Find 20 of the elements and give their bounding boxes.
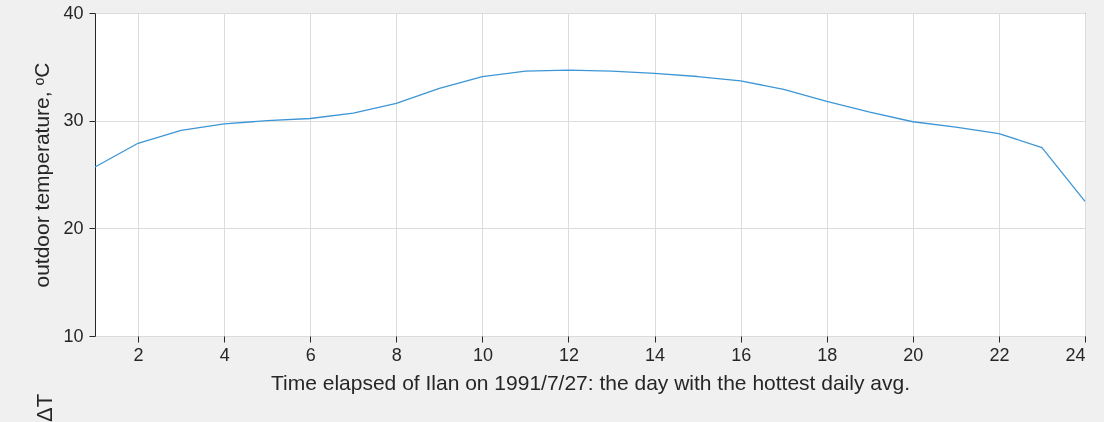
x-tick-label: 18 bbox=[817, 344, 838, 365]
y-tick-label: 20 bbox=[63, 217, 84, 238]
x-tick-label: 4 bbox=[219, 344, 230, 365]
x-tick-label: 8 bbox=[391, 344, 402, 365]
x-axis-title: Time elapsed of Ilan on 1991/7/27: the day with the hottest daily avg. bbox=[271, 370, 910, 394]
x-tick-label: 12 bbox=[558, 344, 579, 365]
y-tick-label: 40 bbox=[63, 2, 84, 23]
x-tick-label: 6 bbox=[305, 344, 316, 365]
y-tick-label: 30 bbox=[63, 110, 84, 131]
text: ΔT bbox=[32, 393, 58, 422]
x-tick-label: 24 bbox=[1065, 344, 1086, 365]
x-tick-label: 20 bbox=[903, 344, 924, 365]
x-tick-label: 2 bbox=[133, 344, 144, 365]
x-tick-label: 16 bbox=[731, 344, 752, 365]
x-tick-label: 14 bbox=[645, 344, 666, 365]
line-series bbox=[94, 69, 1086, 203]
y-tick-label: 10 bbox=[63, 325, 84, 346]
x-tick-label: 10 bbox=[472, 344, 493, 365]
y-axis-title: outdoor temperature, ᵒC bbox=[30, 62, 54, 288]
x-tick-label: 22 bbox=[989, 344, 1010, 365]
